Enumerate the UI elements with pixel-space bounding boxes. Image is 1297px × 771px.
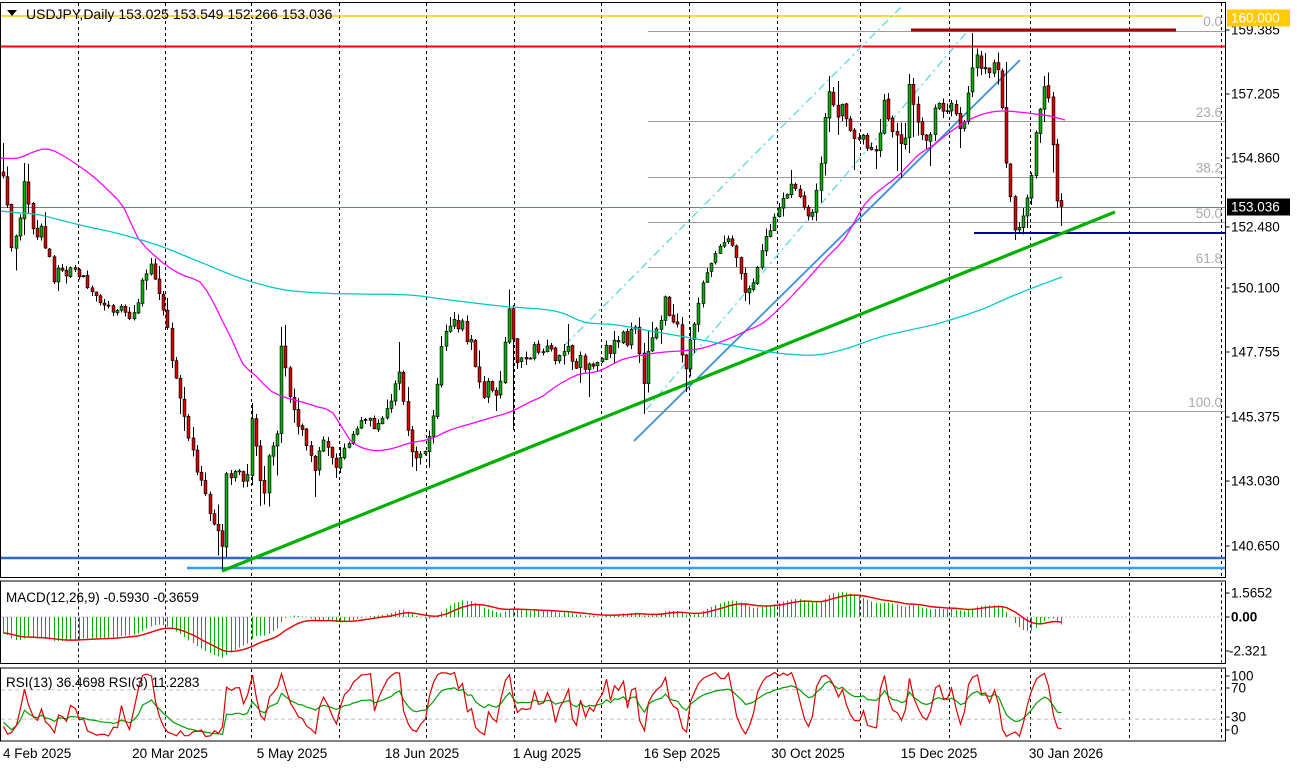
svg-text:MACD(12,26,9) -0.5930 -0.3659: MACD(12,26,9) -0.5930 -0.3659 bbox=[6, 590, 199, 605]
svg-text:16 Sep 2025: 16 Sep 2025 bbox=[644, 746, 721, 761]
svg-text:153.036: 153.036 bbox=[1231, 200, 1280, 215]
svg-text:145.375: 145.375 bbox=[1231, 410, 1280, 425]
svg-text:152.480: 152.480 bbox=[1231, 220, 1280, 235]
svg-text:RSI(13) 36.4698 RSI(3) 11.228: RSI(13) 36.4698 RSI(3) 11.2283 bbox=[6, 675, 199, 690]
svg-text:154.860: 154.860 bbox=[1231, 151, 1280, 166]
svg-text:30 Jan 2026: 30 Jan 2026 bbox=[1029, 746, 1103, 761]
svg-text:18 Jun 2025: 18 Jun 2025 bbox=[385, 746, 459, 761]
svg-text:30 Oct 2025: 30 Oct 2025 bbox=[771, 746, 845, 761]
svg-text:5 May 2025: 5 May 2025 bbox=[257, 746, 328, 761]
svg-text:20 Mar 2025: 20 Mar 2025 bbox=[132, 746, 208, 761]
svg-text:61.8: 61.8 bbox=[1196, 251, 1222, 266]
svg-text:70: 70 bbox=[1231, 681, 1246, 696]
svg-text:15 Dec 2025: 15 Dec 2025 bbox=[901, 746, 978, 761]
svg-text:1 Aug 2025: 1 Aug 2025 bbox=[513, 746, 581, 761]
svg-text:USDJPY,Daily 153.025 153.549 1: USDJPY,Daily 153.025 153.549 152.266 153… bbox=[26, 6, 333, 22]
svg-text:160.000: 160.000 bbox=[1231, 11, 1280, 26]
svg-text:0.00: 0.00 bbox=[1231, 610, 1257, 625]
svg-text:4 Feb 2025: 4 Feb 2025 bbox=[3, 746, 71, 761]
svg-text:50.0: 50.0 bbox=[1196, 206, 1222, 221]
svg-text:143.030: 143.030 bbox=[1231, 474, 1280, 489]
svg-text:38.2: 38.2 bbox=[1196, 161, 1222, 176]
svg-text:30: 30 bbox=[1231, 710, 1246, 725]
svg-text:100: 100 bbox=[1231, 669, 1254, 684]
svg-text:23.6: 23.6 bbox=[1196, 105, 1222, 120]
svg-text:147.755: 147.755 bbox=[1231, 345, 1280, 360]
svg-text:1.5652: 1.5652 bbox=[1231, 586, 1272, 601]
svg-text:157.205: 157.205 bbox=[1231, 87, 1280, 102]
svg-text:0: 0 bbox=[1231, 723, 1239, 738]
svg-text:140.650: 140.650 bbox=[1231, 539, 1280, 554]
svg-text:0.0: 0.0 bbox=[1203, 14, 1222, 29]
svg-text:-2.321: -2.321 bbox=[1229, 644, 1267, 659]
svg-text:100.0: 100.0 bbox=[1188, 395, 1222, 410]
svg-text:150.100: 150.100 bbox=[1231, 281, 1280, 296]
